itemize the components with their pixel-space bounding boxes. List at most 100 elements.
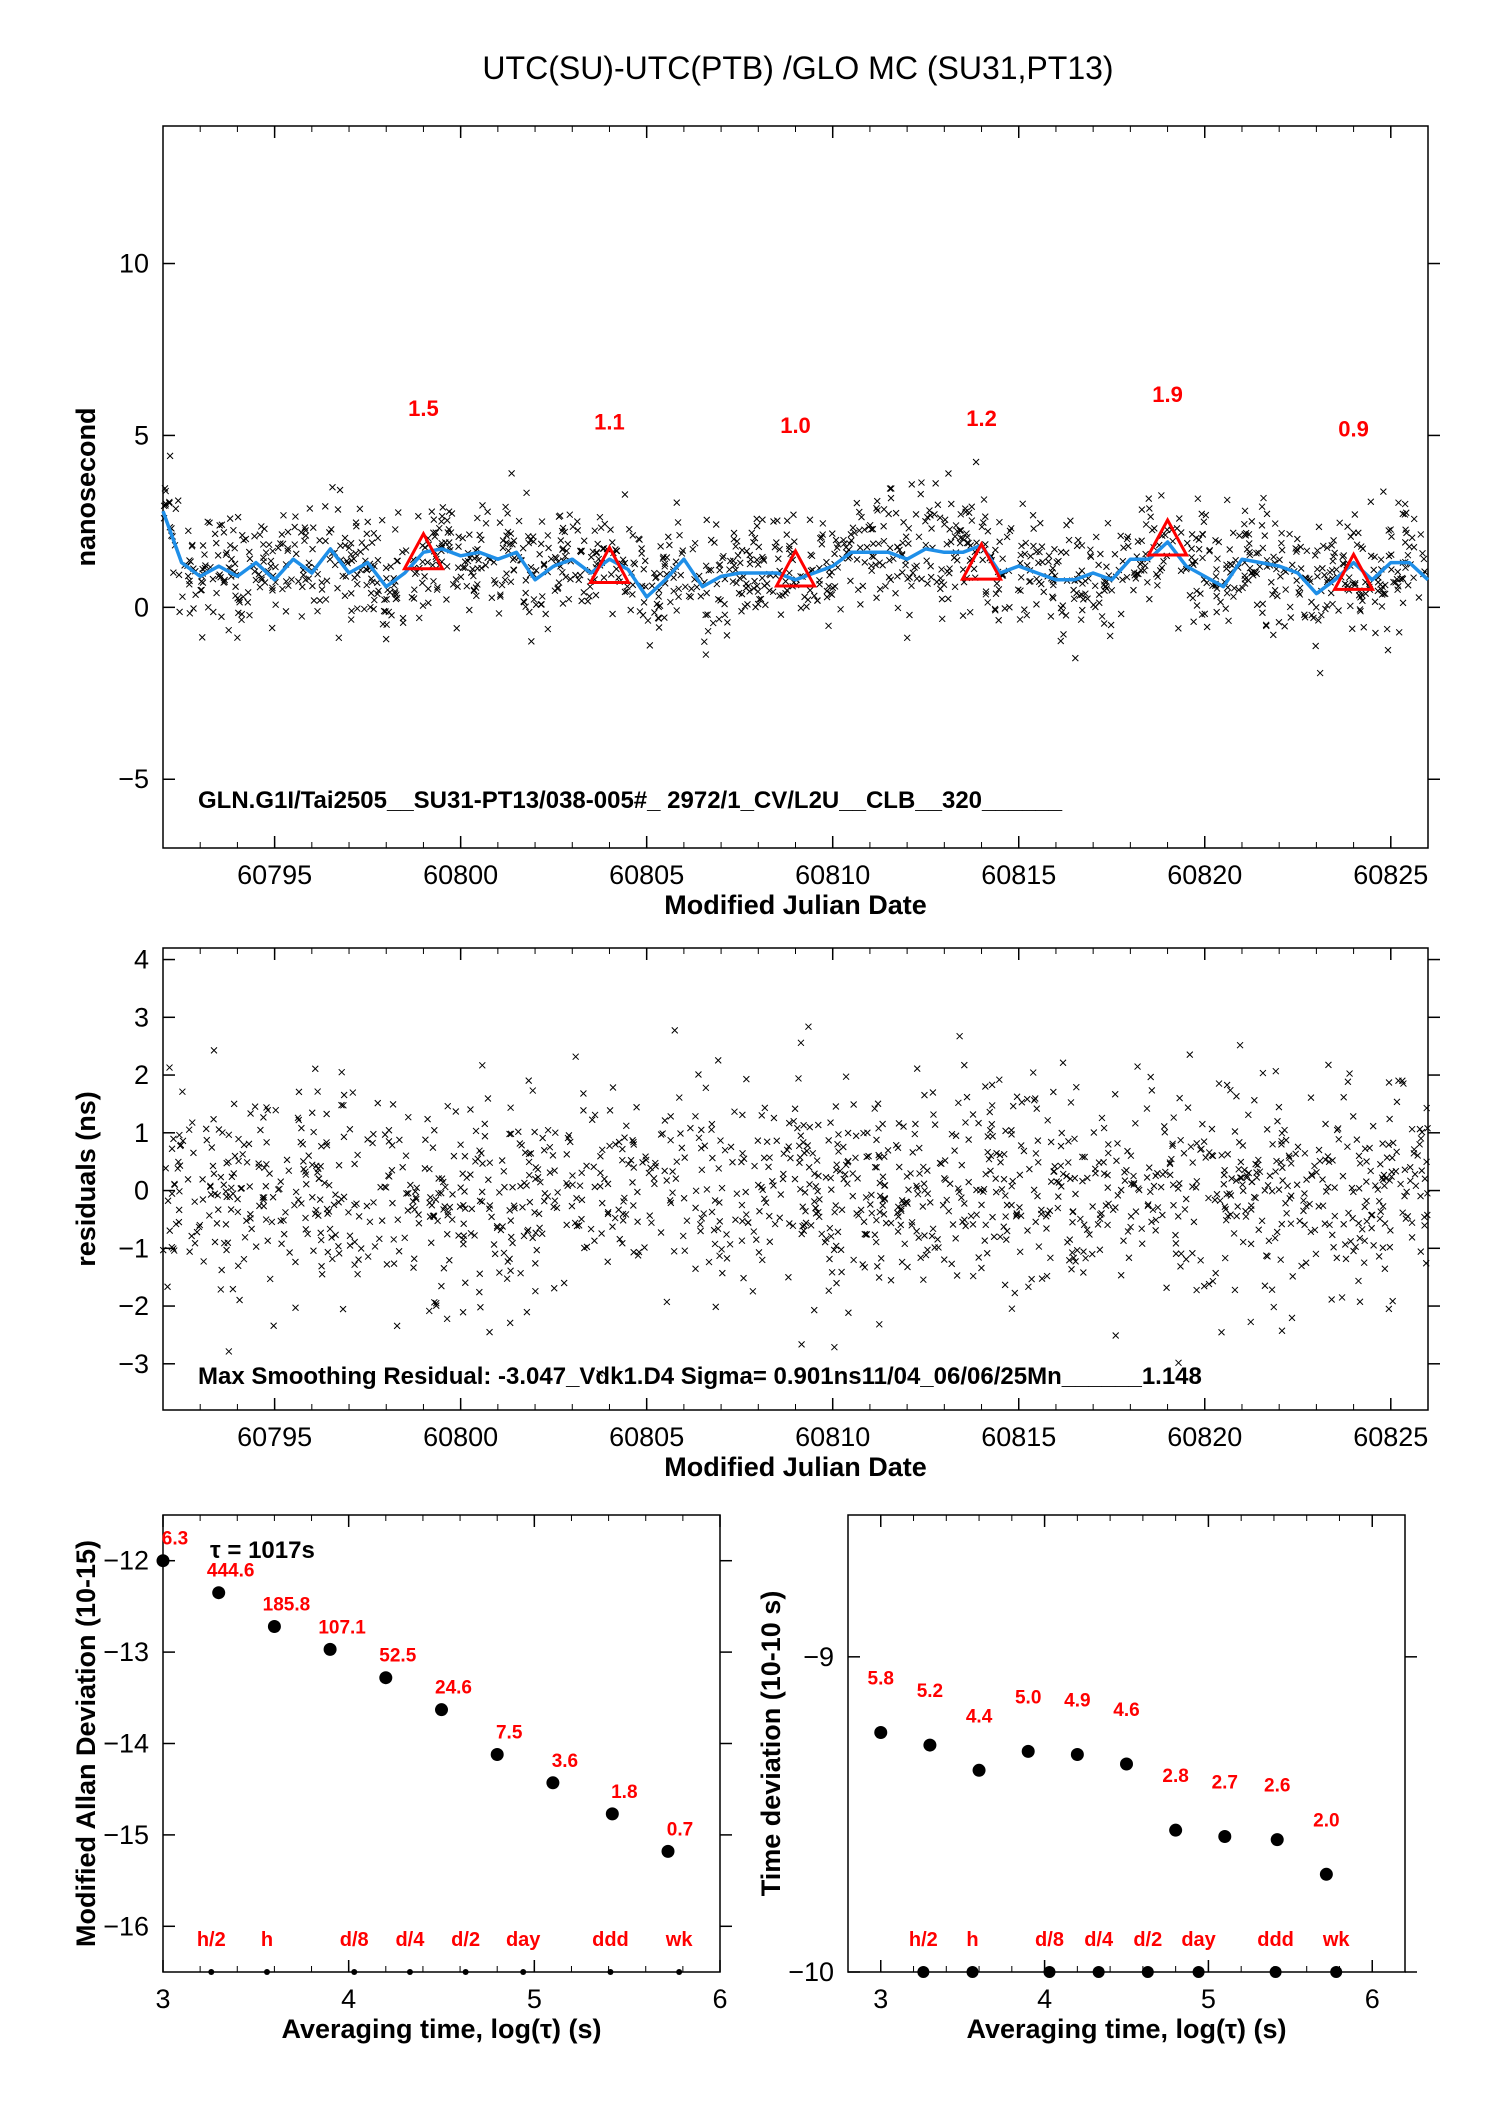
- residual-point: [809, 1149, 817, 1157]
- residual-point: [1187, 1143, 1195, 1151]
- y-axis-label: Time deviation (10-10 s): [756, 1591, 786, 1897]
- residual-point: [785, 1220, 793, 1227]
- data-point: [1030, 525, 1038, 532]
- residual-point: [822, 1173, 830, 1181]
- data-point: [472, 584, 480, 591]
- data-point: [661, 560, 669, 568]
- residual-point: [323, 1205, 331, 1213]
- data-point: [160, 502, 168, 510]
- residual-point: [305, 1152, 313, 1159]
- residual-point: [506, 1207, 514, 1214]
- residual-point: [366, 1218, 374, 1226]
- residual-point: [1120, 1237, 1127, 1245]
- residual-point: [1271, 1234, 1279, 1242]
- residual-point: [388, 1166, 396, 1174]
- residual-point: [1341, 1241, 1349, 1248]
- residual-point: [1180, 1149, 1188, 1157]
- residual-point: [1349, 1112, 1357, 1120]
- residual-point: [523, 1308, 531, 1316]
- residual-point: [260, 1114, 267, 1121]
- residual-point: [1234, 1203, 1242, 1210]
- data-point: [1327, 589, 1335, 597]
- residual-point: [328, 1234, 335, 1241]
- residual-point: [237, 1185, 245, 1192]
- data-point: [522, 603, 530, 611]
- data-point: [640, 565, 648, 573]
- data-point: [265, 541, 273, 549]
- residual-point: [533, 1246, 541, 1254]
- residual-point: [1331, 1212, 1339, 1220]
- residual-point: [1068, 1249, 1076, 1256]
- residual-point: [1079, 1153, 1086, 1161]
- data-point: [1351, 579, 1359, 587]
- residual-point: [171, 1180, 178, 1188]
- residual-point: [988, 1081, 996, 1089]
- data-point: [1206, 546, 1214, 554]
- residual-point: [159, 1246, 167, 1254]
- residual-point: [277, 1178, 285, 1185]
- residual-point: [1324, 1183, 1332, 1191]
- data-point: [1157, 492, 1165, 499]
- residual-point: [385, 1126, 393, 1134]
- residual-point: [314, 1169, 321, 1176]
- residual-point: [1222, 1205, 1229, 1213]
- residual-point: [1221, 1203, 1229, 1211]
- residual-point: [1223, 1191, 1231, 1198]
- residual-point: [1025, 1283, 1032, 1291]
- data-point: [1213, 585, 1221, 592]
- residual-point: [235, 1157, 242, 1165]
- residual-point: [876, 1208, 884, 1216]
- residual-point: [1381, 1265, 1389, 1273]
- data-point: [256, 531, 264, 539]
- residual-point: [355, 1212, 363, 1220]
- residual-point: [1172, 1231, 1179, 1239]
- data-point: [1030, 542, 1037, 550]
- data-point: [414, 512, 422, 520]
- residual-point: [224, 1239, 232, 1247]
- data-point: [1087, 546, 1094, 554]
- residual-point: [591, 1183, 599, 1191]
- data-point: [221, 578, 228, 586]
- data-point: [1402, 564, 1409, 572]
- residual-point: [661, 1167, 669, 1175]
- data-point: [856, 544, 864, 551]
- residual-point: [588, 1116, 596, 1124]
- residual-point: [354, 1151, 361, 1159]
- data-point: [530, 538, 537, 545]
- data-point: [1145, 595, 1153, 603]
- residual-point: [761, 1104, 769, 1112]
- residual-point: [754, 1137, 762, 1145]
- residual-point: [1135, 1186, 1143, 1194]
- residual-point: [1282, 1199, 1289, 1207]
- residual-point: [1161, 1168, 1169, 1176]
- data-point: [724, 619, 731, 626]
- x-tick-label: 6: [1365, 1984, 1380, 2014]
- residual-point: [1344, 1143, 1351, 1151]
- residual-point: [1054, 1193, 1062, 1201]
- residual-point: [1226, 1086, 1234, 1094]
- residual-point: [504, 1258, 512, 1265]
- data-point: [527, 638, 535, 645]
- residual-point: [675, 1094, 683, 1101]
- residual-point: [435, 1175, 443, 1182]
- residual-point: [1376, 1215, 1384, 1223]
- data-point: [431, 533, 439, 540]
- data-point: [847, 531, 855, 538]
- residual-point: [718, 1245, 725, 1253]
- residual-point: [814, 1121, 822, 1129]
- data-point: [759, 553, 766, 561]
- data-point: [993, 580, 1001, 587]
- data-point: [325, 529, 333, 536]
- residual-point: [871, 1105, 879, 1112]
- data-point: [1235, 586, 1243, 594]
- residual-point: [1132, 1208, 1140, 1215]
- residual-point: [519, 1203, 526, 1211]
- residual-point: [1100, 1124, 1108, 1132]
- data-point: [301, 524, 309, 531]
- residual-point: [850, 1256, 858, 1264]
- residual-point: [507, 1267, 514, 1275]
- residual-point: [346, 1242, 354, 1249]
- residual-point: [811, 1170, 818, 1178]
- residual-point: [1073, 1246, 1081, 1254]
